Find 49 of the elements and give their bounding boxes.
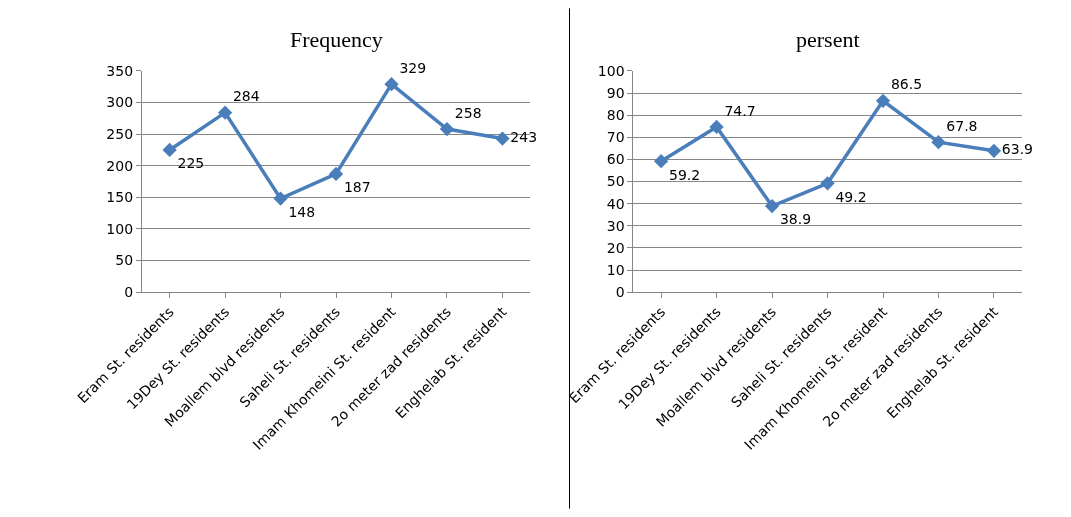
point [986, 143, 1002, 158]
y-tick-label: 30 [606, 217, 625, 234]
y-tick-label: 50 [606, 173, 625, 190]
y-tick-label: 250 [106, 126, 134, 143]
y-tick-label: 40 [606, 195, 625, 212]
data-label: 148 [288, 203, 316, 220]
y-tick-label: 90 [606, 84, 625, 101]
data-label: 59.2 [669, 166, 701, 183]
data-label: 225 [177, 155, 205, 172]
data-label: 49.2 [835, 188, 867, 205]
point [653, 154, 669, 169]
data-label: 329 [399, 59, 427, 76]
point [439, 121, 455, 137]
point [931, 135, 946, 150]
y-tick-label: 70 [606, 129, 625, 146]
data-label: 284 [232, 88, 260, 105]
y-tick-label: 350 [106, 62, 134, 79]
point [820, 176, 835, 191]
data-label: 243 [510, 129, 538, 146]
point [384, 77, 399, 92]
y-tick-label: 300 [106, 94, 134, 111]
y-tick-label: 0 [124, 284, 134, 301]
data-label: 74.7 [724, 102, 756, 119]
chart-title: Frequency [290, 27, 383, 52]
data-label: 258 [454, 104, 482, 121]
chart-title: persent [796, 27, 860, 52]
y-tick-label: 100 [597, 62, 625, 79]
data-label: 187 [343, 179, 371, 196]
y-tick-label: 10 [606, 261, 625, 278]
point [764, 198, 780, 214]
data-label: 86.5 [890, 76, 923, 93]
point [709, 119, 724, 135]
point [162, 142, 177, 158]
point [875, 93, 891, 108]
y-tick-label: 0 [615, 284, 625, 301]
y-tick-label: 200 [106, 157, 134, 174]
point [495, 131, 510, 146]
y-tick-label: 150 [106, 189, 134, 206]
data-label: 67.8 [946, 117, 978, 134]
y-tick-label: 80 [606, 107, 625, 124]
y-tick-label: 60 [606, 151, 625, 168]
point [273, 191, 288, 206]
point [328, 166, 344, 182]
point [217, 105, 233, 120]
data-label: 38.9 [779, 211, 812, 228]
y-tick-label: 50 [115, 252, 134, 269]
y-tick-label: 20 [606, 239, 625, 256]
data-label: 63.9 [1001, 141, 1033, 158]
y-tick-label: 100 [106, 220, 134, 237]
